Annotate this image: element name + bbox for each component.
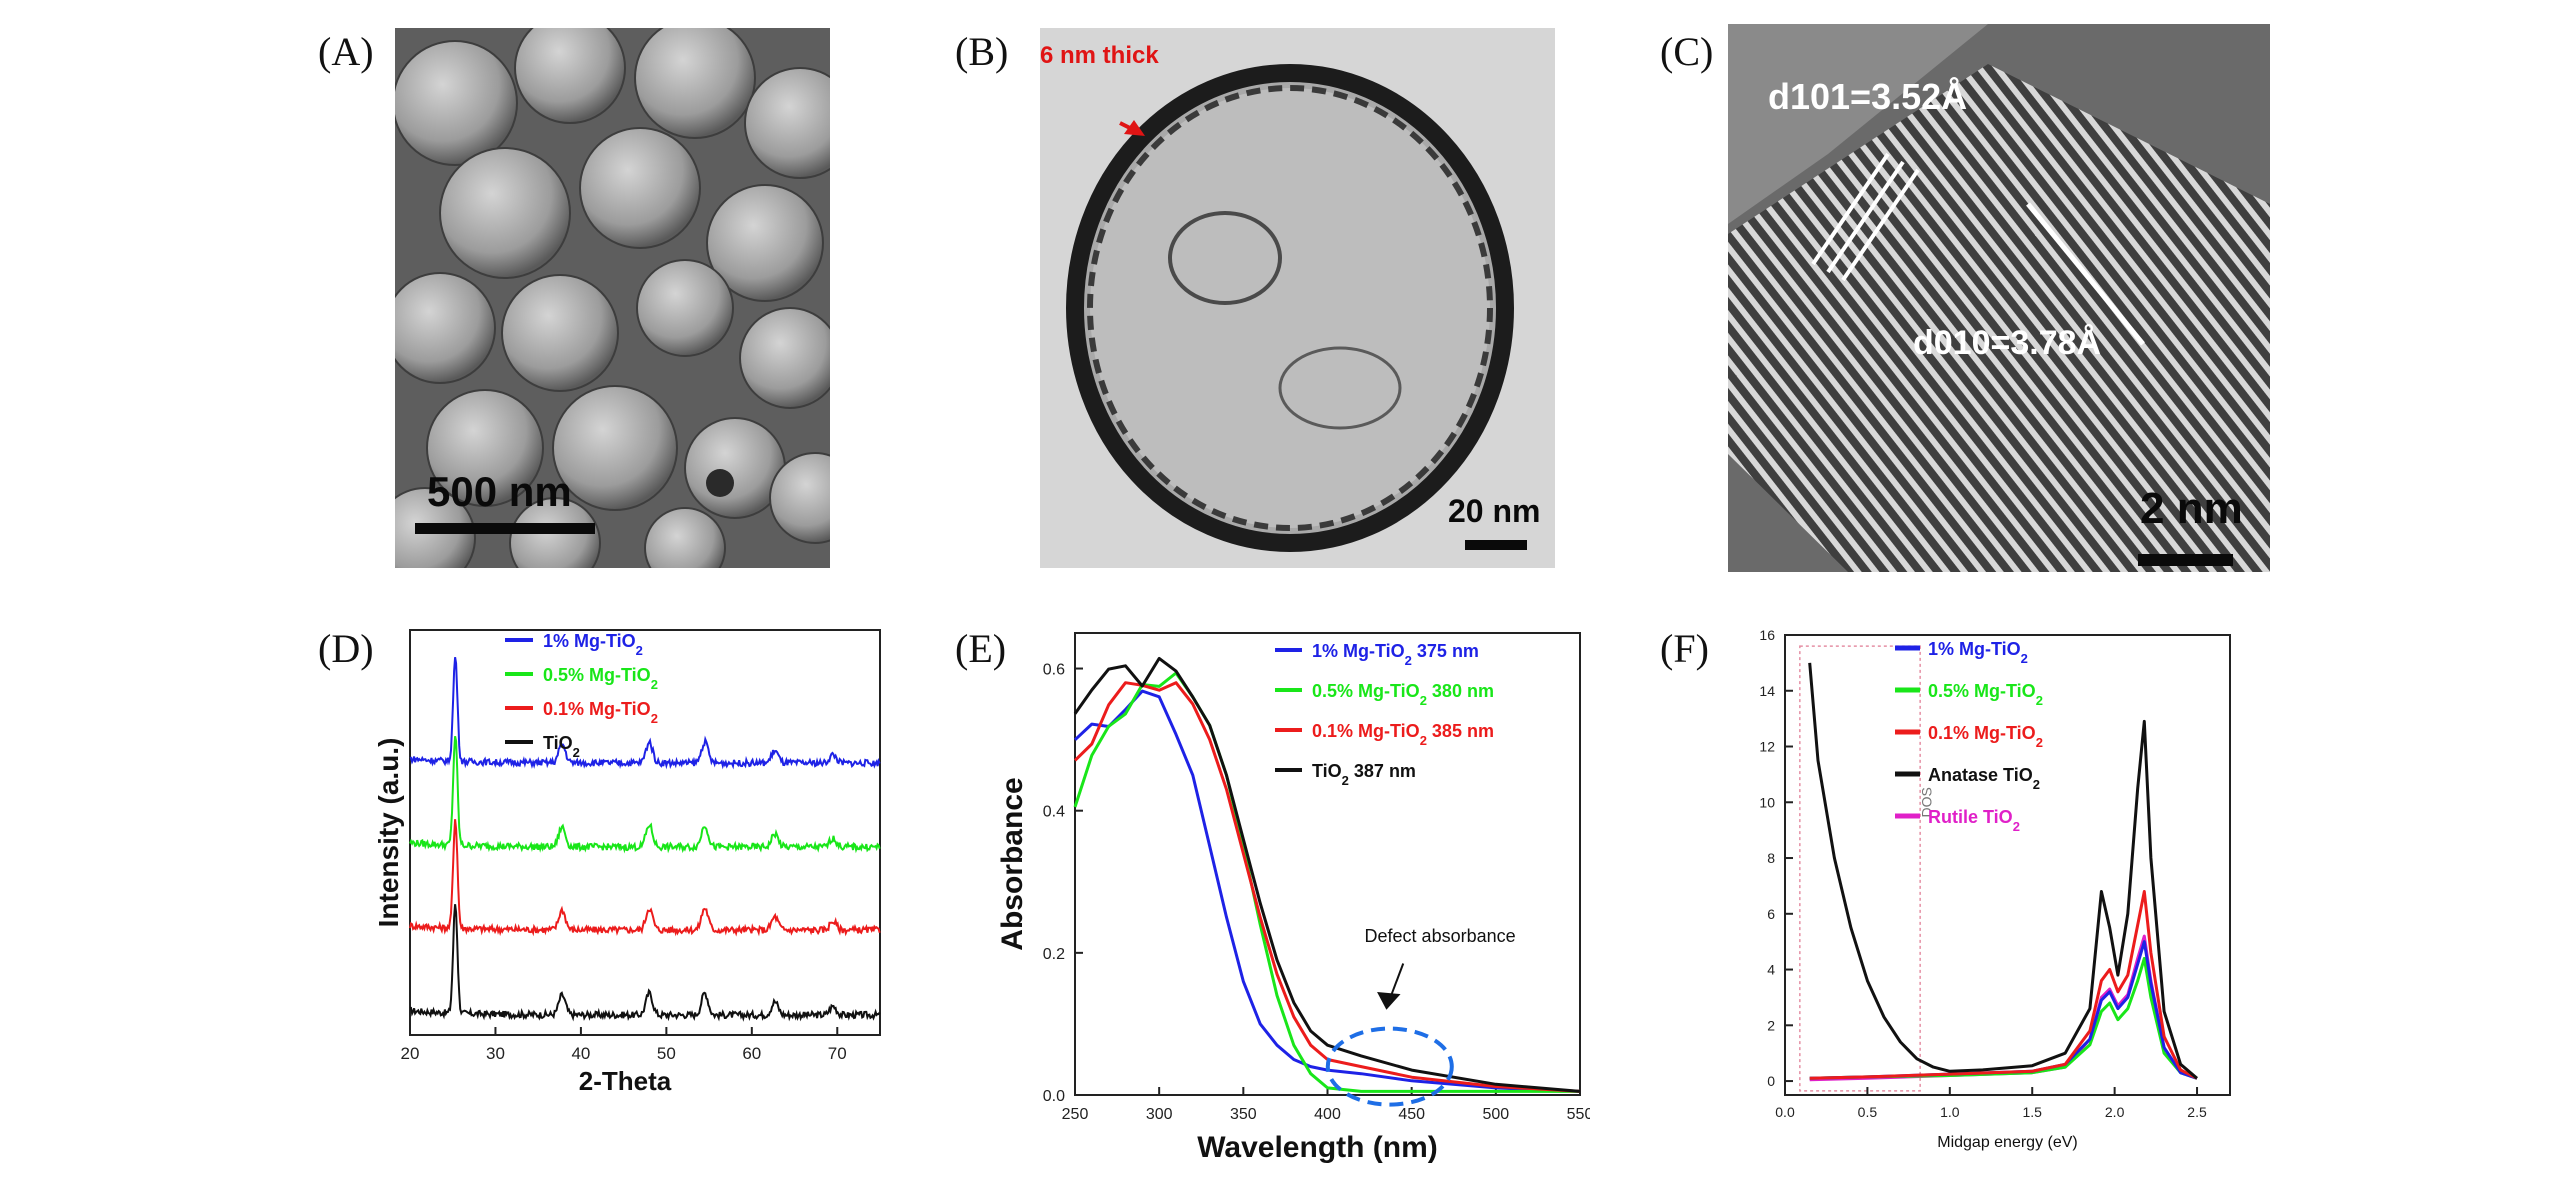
- x-tick-label: 250: [1062, 1106, 1089, 1123]
- x-tick-label: 450: [1398, 1106, 1425, 1123]
- y-tick-label: 2: [1767, 1017, 1775, 1033]
- series-line: [409, 736, 881, 854]
- y-tick-label: 10: [1759, 794, 1775, 810]
- y-tick-label: 0.6: [1043, 662, 1065, 679]
- scale-bar-label-a: 500 nm: [427, 468, 572, 515]
- legend-entry: Anatase TiO2: [1928, 765, 2040, 792]
- sem-image: 500 nm: [395, 28, 830, 568]
- plot-frame: [1074, 632, 1581, 1096]
- y-tick-label: 0.4: [1043, 804, 1065, 821]
- highlight-region-box: [1799, 645, 1921, 1092]
- absorbance-chart: 250 300 350 400 450 500 550 0.0 0.2 0.4 0.6 Wavelen…: [996, 632, 1590, 1164]
- series-line: [1809, 956, 2198, 1080]
- dos-chart: 0.0 0.5 1.0 1.5 2.0 2.5 0 2 4 6 8 10 12 14 16 Midgap en…: [1759, 627, 2231, 1151]
- y-tick-label: 12: [1759, 739, 1775, 755]
- annotation-arrow: [1388, 963, 1405, 1000]
- d101-spacing-label: d101=3.52Å: [1768, 76, 1968, 117]
- plot-frame: [1784, 634, 2231, 1096]
- x-axis-label: Wavelength (nm): [1197, 1131, 1438, 1164]
- y-axis-label: DOS: [1919, 787, 1935, 817]
- series-line: [1073, 656, 1581, 1093]
- panel-label-f: (F): [1660, 626, 1709, 671]
- y-tick-label: 6: [1767, 906, 1775, 922]
- panel-label-e: (E): [955, 626, 1007, 671]
- y-axis-label: Intensity (a.u.): [375, 738, 404, 928]
- legend-entry: TiO2: [543, 733, 580, 760]
- legend-entry: 1% Mg-TiO2 375 nm: [1312, 641, 1479, 668]
- legend-entry: 1% Mg-TiO2: [543, 631, 643, 658]
- x-tick-label: 2.0: [2105, 1104, 2125, 1120]
- defect-annotation: Defect absorbance: [1365, 926, 1516, 946]
- series-line: [409, 657, 881, 770]
- legend-entry: 0.5% Mg-TiO2 380 nm: [1312, 681, 1494, 708]
- defect-region-marker: [1325, 1026, 1454, 1107]
- tem-image: 6 nm thick 20 nm: [1040, 28, 1555, 568]
- series-line: [1808, 662, 2198, 1080]
- d010-spacing-label: d010=3.78Å: [1913, 324, 2102, 362]
- hrtem-image: d101=3.52Å d010=3.78Å 2 nm: [1728, 24, 2270, 572]
- x-tick-label: 2.5: [2187, 1104, 2207, 1120]
- x-tick-label: 1.0: [1940, 1104, 1960, 1120]
- x-tick-label: 1.5: [2022, 1104, 2042, 1120]
- legend-entry: TiO2 387 nm: [1312, 761, 1416, 788]
- xrd-chart: 20 30 40 50 60 70 2-Theta Intensity (a.u.) 1% Mg…: [375, 629, 881, 1096]
- series-line: [1809, 890, 2198, 1080]
- x-tick-label: 0.0: [1775, 1104, 1795, 1120]
- x-tick-label: 500: [1482, 1106, 1509, 1123]
- y-axis-label: Absorbance: [996, 777, 1029, 950]
- y-tick-label: 0.0: [1043, 1088, 1065, 1105]
- x-tick-label: 40: [571, 1044, 590, 1063]
- y-tick-label: 14: [1759, 683, 1775, 699]
- scale-bar-label-c: 2 nm: [2140, 484, 2243, 533]
- panel-label-b: (B): [955, 29, 1009, 74]
- legend-entry: 0.1% Mg-TiO2: [543, 699, 658, 726]
- x-tick-label: 550: [1567, 1106, 1590, 1123]
- y-tick-label: 16: [1759, 627, 1775, 643]
- legend-entry: Rutile TiO2: [1928, 807, 2020, 834]
- x-tick-label: 30: [486, 1044, 505, 1063]
- x-axis-label: 2-Theta: [579, 1066, 672, 1096]
- x-axis-label: Midgap energy (eV): [1937, 1134, 2078, 1151]
- y-tick-label: 0: [1767, 1073, 1775, 1089]
- legend-entry: 1% Mg-TiO2: [1928, 639, 2028, 666]
- y-tick-label: 8: [1767, 850, 1775, 866]
- y-tick-label: 0.2: [1043, 946, 1065, 963]
- x-tick-label: 50: [657, 1044, 676, 1063]
- x-tick-label: 70: [828, 1044, 847, 1063]
- tem-hollow-sphere: [1040, 28, 1555, 568]
- series-line: [409, 819, 881, 937]
- x-tick-label: 0.5: [1858, 1104, 1878, 1120]
- sem-spheres: [395, 28, 830, 568]
- scale-bar-label-b: 20 nm: [1448, 493, 1541, 529]
- legend-entry: 0.5% Mg-TiO2: [543, 665, 658, 692]
- x-tick-label: 350: [1230, 1106, 1257, 1123]
- hrtem-lattice: [1728, 24, 2270, 572]
- panel-label-a: (A): [318, 29, 374, 74]
- panel-label-d: (D): [318, 626, 374, 671]
- legend-entry: 0.5% Mg-TiO2: [1928, 681, 2043, 708]
- x-tick-label: 60: [742, 1044, 761, 1063]
- shell-thickness-annotation: 6 nm thick: [1040, 42, 1159, 69]
- series-line: [1809, 940, 2198, 1080]
- series-line: [409, 904, 881, 1022]
- x-tick-label: 400: [1314, 1106, 1341, 1123]
- legend-entry: 0.1% Mg-TiO2 385 nm: [1312, 721, 1494, 748]
- legend-entry: 0.1% Mg-TiO2: [1928, 723, 2043, 750]
- y-tick-label: 4: [1767, 962, 1775, 978]
- x-tick-label: 20: [401, 1044, 420, 1063]
- series-line: [1073, 681, 1581, 1093]
- x-tick-label: 300: [1146, 1106, 1173, 1123]
- plot-frame: [409, 629, 881, 1036]
- annotation-arrowhead: [1377, 991, 1401, 1010]
- series-line: [1073, 689, 1581, 1093]
- panel-label-c: (C): [1660, 29, 1714, 74]
